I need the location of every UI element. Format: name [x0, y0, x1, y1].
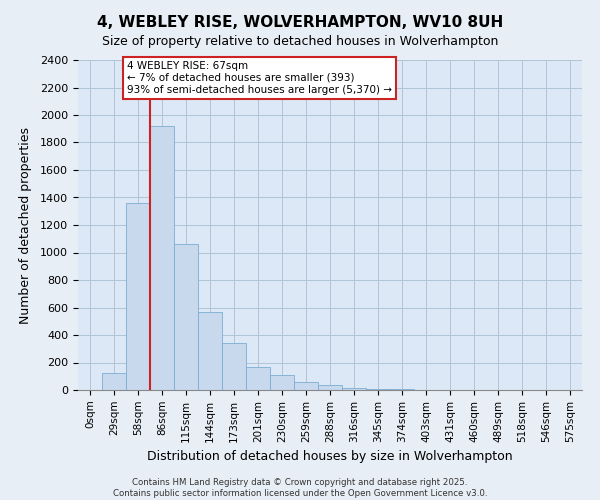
- X-axis label: Distribution of detached houses by size in Wolverhampton: Distribution of detached houses by size …: [147, 450, 513, 463]
- Bar: [366, 388, 390, 390]
- Bar: [102, 373, 126, 390]
- Bar: [294, 382, 318, 390]
- Bar: [246, 368, 270, 390]
- Bar: [222, 343, 246, 390]
- Bar: [270, 375, 294, 390]
- Bar: [126, 203, 150, 390]
- Text: Size of property relative to detached houses in Wolverhampton: Size of property relative to detached ho…: [102, 35, 498, 48]
- Bar: [198, 312, 222, 390]
- Text: 4 WEBLEY RISE: 67sqm
← 7% of detached houses are smaller (393)
93% of semi-detac: 4 WEBLEY RISE: 67sqm ← 7% of detached ho…: [127, 62, 392, 94]
- Text: 4, WEBLEY RISE, WOLVERHAMPTON, WV10 8UH: 4, WEBLEY RISE, WOLVERHAMPTON, WV10 8UH: [97, 15, 503, 30]
- Bar: [174, 244, 198, 390]
- Bar: [318, 385, 342, 390]
- Bar: [342, 388, 366, 390]
- Y-axis label: Number of detached properties: Number of detached properties: [19, 126, 32, 324]
- Bar: [150, 126, 174, 390]
- Text: Contains HM Land Registry data © Crown copyright and database right 2025.
Contai: Contains HM Land Registry data © Crown c…: [113, 478, 487, 498]
